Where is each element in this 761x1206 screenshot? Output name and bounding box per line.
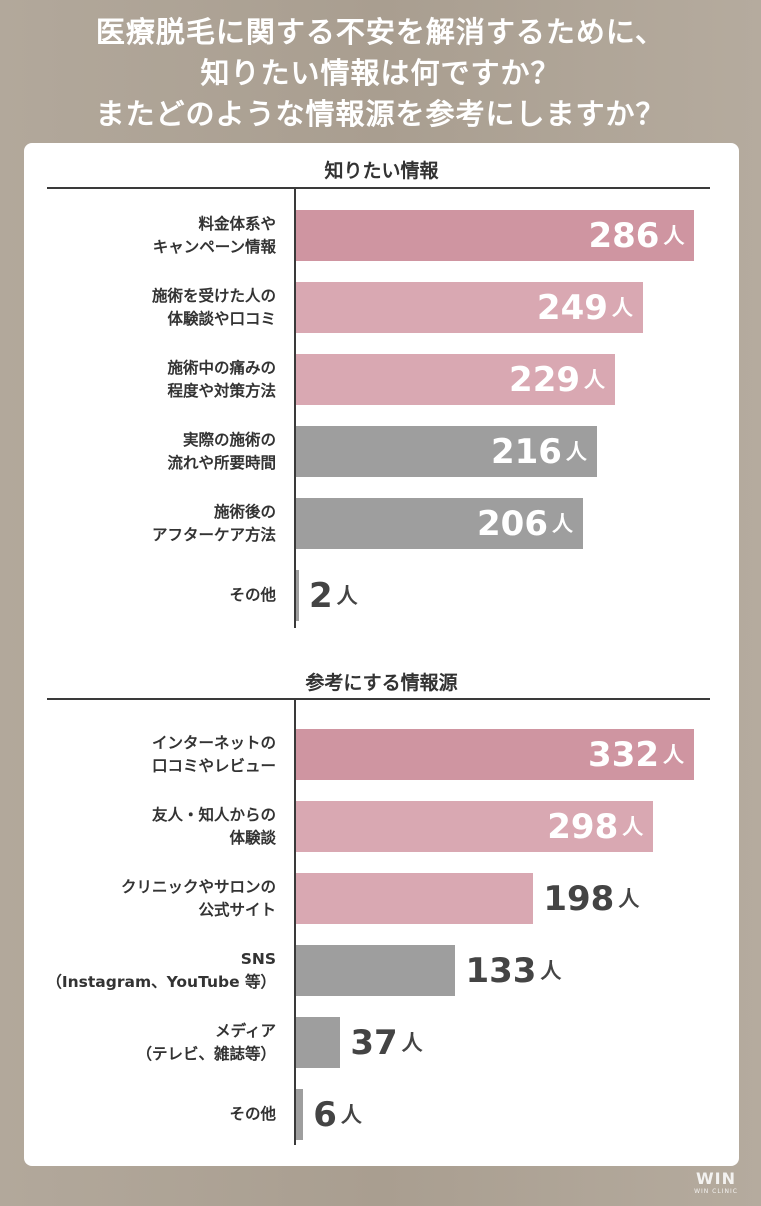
category-label-line: 施術後の xyxy=(213,502,276,521)
value-label-source-2: 198 人 xyxy=(543,873,639,924)
section-rule-source xyxy=(47,698,710,700)
category-label-line: キャンペーン情報 xyxy=(152,237,276,256)
category-label-line: メディア xyxy=(215,1021,276,1040)
value-unit: 人 xyxy=(663,224,685,248)
value-number: 229 xyxy=(509,360,581,400)
value-number: 249 xyxy=(536,288,608,328)
value-number: 298 xyxy=(547,807,619,847)
category-label-source-2: クリニックやサロンの公式サイト xyxy=(34,876,276,922)
category-label-info-3: 実際の施術の流れや所要時間 xyxy=(34,429,276,475)
category-label-source-4: メディア （テレビ、雑誌等） xyxy=(34,1020,276,1066)
category-label-info-0: 料金体系やキャンペーン情報 xyxy=(34,213,276,259)
value-unit: 人 xyxy=(540,959,562,983)
logo-text: WIN xyxy=(696,1169,736,1188)
title-line-3: またどのような情報源を参考にしますか？ xyxy=(95,97,666,131)
value-label-source-1: 298 人 xyxy=(547,801,643,852)
section-rule-info xyxy=(47,187,710,189)
value-unit: 人 xyxy=(584,368,606,392)
bar-source-3 xyxy=(296,945,456,996)
chart-card: 知りたい情報 参考にする情報源 料金体系や キャンペーン情報 286 人施術を受けた人… xyxy=(24,143,739,1166)
value-number: 37 xyxy=(350,1023,398,1063)
bar-source-1 xyxy=(296,801,654,852)
value-label-source-3: 133 人 xyxy=(465,945,561,996)
bar-source-0 xyxy=(296,729,694,780)
category-label-source-0: インターネットの 口コミやレビュー xyxy=(34,732,276,778)
category-label-info-4: 施術後のアフターケア方法 xyxy=(34,501,276,547)
bar-source-5 xyxy=(296,1089,304,1140)
category-label-line: 口コミやレビュー xyxy=(151,756,276,775)
value-label-info-0: 286 人 xyxy=(588,210,684,261)
category-label-line: 実際の施術の xyxy=(182,430,276,449)
value-number: 2 xyxy=(309,576,333,616)
value-number: 6 xyxy=(313,1095,337,1135)
title-line-2: 知りたい情報は何ですか？ xyxy=(200,56,561,90)
bar-info-5 xyxy=(296,570,299,621)
value-label-source-4: 37 人 xyxy=(350,1017,422,1068)
category-label-info-2: 施術中の痛みの 程度や対策方法 xyxy=(34,357,276,403)
value-unit: 人 xyxy=(336,584,358,608)
bar-source-2 xyxy=(296,873,534,924)
category-label-line: 程度や対策方法 xyxy=(167,381,276,400)
axis-line-info xyxy=(294,189,296,628)
bar-info-3 xyxy=(296,426,597,477)
category-label-source-1: 友人・知人からの体験談 xyxy=(34,804,276,850)
category-label-line: 料金体系や xyxy=(198,214,276,233)
category-label-line: 施術中の痛みの xyxy=(167,358,276,377)
value-number: 198 xyxy=(543,879,615,919)
section-title-source: 参考にする情報源 xyxy=(305,672,458,694)
category-label-line: その他 xyxy=(229,586,276,604)
category-label-line: 流れや所要時間 xyxy=(167,453,276,472)
category-label-line: インターネットの xyxy=(151,733,276,752)
category-label-line: SNS xyxy=(240,949,276,968)
category-label-info-5: その他 xyxy=(34,584,276,607)
value-label-info-2: 229 人 xyxy=(509,354,605,405)
category-label-line: 施術を受けた人の xyxy=(151,286,276,305)
value-unit: 人 xyxy=(663,743,685,767)
bar-source-4 xyxy=(296,1017,341,1068)
category-label-info-1: 施術を受けた人の体験談や口コミ xyxy=(34,285,276,331)
value-number: 206 xyxy=(477,504,548,544)
value-unit: 人 xyxy=(618,887,640,911)
value-number: 286 xyxy=(588,216,660,256)
bar-info-2 xyxy=(296,354,616,405)
page-title: 医療脱毛に関する不安を解消するために、 知りたい情報は何ですか？ またどのような… xyxy=(0,12,761,135)
value-unit: 人 xyxy=(401,1031,423,1055)
category-label-line: 公式サイト xyxy=(198,900,276,919)
category-label-line: アフターケア方法 xyxy=(151,525,276,544)
value-unit: 人 xyxy=(611,296,633,320)
category-label-line: 体験談 xyxy=(229,828,276,847)
value-label-info-1: 249 人 xyxy=(537,282,633,333)
brand-logo: WIN WIN CLINIC xyxy=(681,1170,751,1196)
bar-info-1 xyxy=(296,282,643,333)
value-number: 216 xyxy=(490,432,562,472)
title-line-1: 医療脱毛に関する不安を解消するために、 xyxy=(95,15,666,49)
value-unit: 人 xyxy=(622,815,644,839)
value-number: 332 xyxy=(588,735,660,775)
section-title-info: 知りたい情報 xyxy=(324,160,439,182)
value-label-source-0: 332 人 xyxy=(588,729,684,780)
category-label-line: その他 xyxy=(229,1105,276,1123)
bar-info-0 xyxy=(296,210,695,261)
bar-info-4 xyxy=(296,498,583,549)
category-label-line: 体験談や口コミ xyxy=(167,309,276,328)
value-label-info-3: 216 人 xyxy=(491,426,587,477)
value-number: 133 xyxy=(465,951,537,991)
category-label-source-3: SNS （Instagram、YouTube 等） xyxy=(34,948,276,994)
category-label-line: クリニックやサロンの xyxy=(120,877,276,896)
category-label-source-5: その他 xyxy=(34,1103,276,1126)
value-unit: 人 xyxy=(551,512,573,536)
category-label-line: 友人・知人からの xyxy=(151,805,276,824)
category-label-line: （Instagram、YouTube 等） xyxy=(46,972,276,991)
logo-subtext: WIN CLINIC xyxy=(694,1188,738,1195)
value-unit: 人 xyxy=(340,1103,362,1127)
value-label-info-4: 206 人 xyxy=(477,498,573,549)
category-label-line: （テレビ、雑誌等） xyxy=(136,1044,276,1063)
axis-line-source xyxy=(294,700,296,1145)
value-unit: 人 xyxy=(565,440,587,464)
